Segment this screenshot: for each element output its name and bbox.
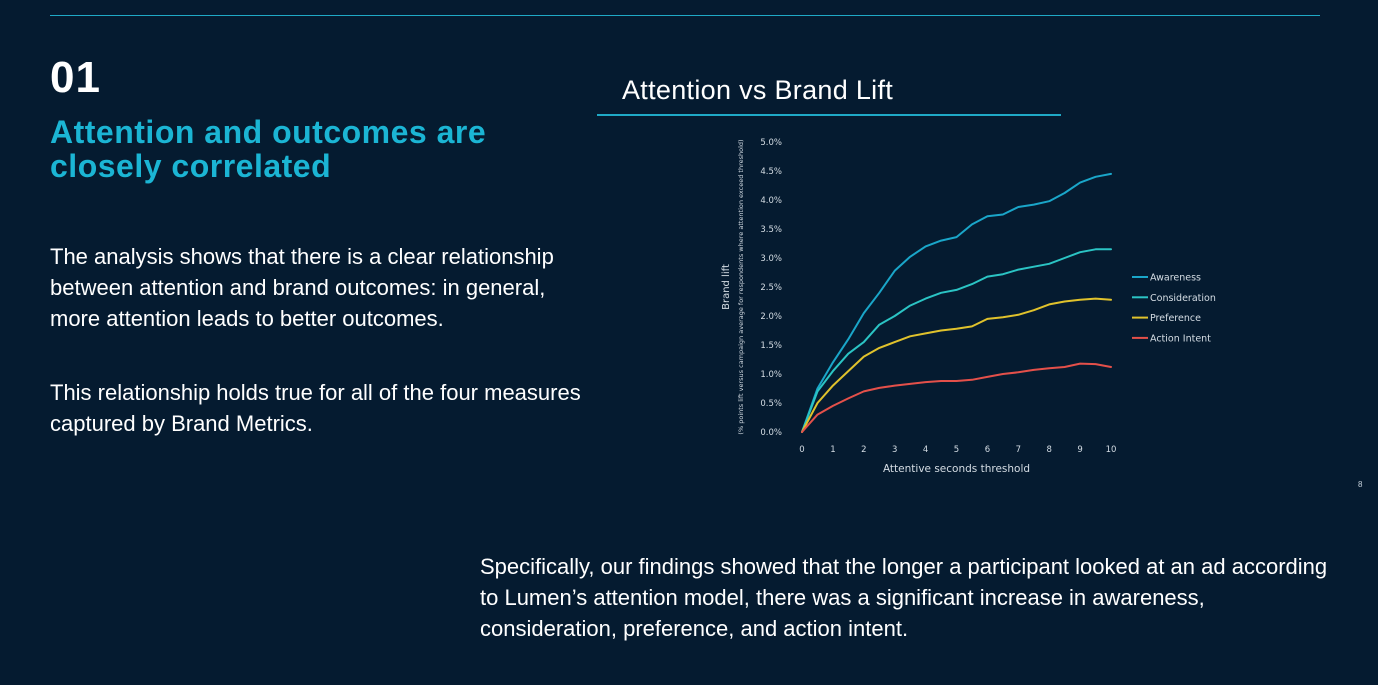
y-tick-label: 4.5%	[760, 167, 782, 177]
y-tick-label: 0.0%	[760, 428, 782, 438]
series-line-action-intent	[801, 362, 1112, 433]
chart-title: Attention vs Brand Lift	[622, 75, 894, 105]
y-axis-sublabel: (% points lift versus campaign average f…	[737, 139, 745, 434]
x-axis-label: Attentive seconds threshold	[883, 463, 1030, 475]
y-tick-label: 2.0%	[760, 312, 782, 322]
y-tick-label: 0.5%	[760, 399, 782, 409]
y-tick-label: 3.5%	[760, 225, 782, 235]
x-tick-label: 8	[1046, 445, 1051, 455]
x-tick-label: 3	[892, 445, 897, 455]
series-line-consideration	[801, 248, 1112, 433]
top-divider	[50, 15, 1320, 16]
legend-label: Consideration	[1150, 293, 1216, 304]
y-tick-label: 1.5%	[760, 341, 782, 351]
x-tick-label: 1	[830, 445, 835, 455]
y-tick-label: 3.0%	[760, 254, 782, 264]
page-number: 8	[1358, 480, 1363, 489]
intro-paragraph: The analysis shows that there is a clear…	[50, 244, 554, 331]
x-tick-label: 4	[923, 445, 928, 455]
x-tick-label: 6	[985, 445, 990, 455]
section-number: 01	[50, 53, 101, 102]
headline: Attention and outcomes are closely corre…	[50, 114, 487, 184]
y-tick-label: 4.0%	[760, 196, 782, 206]
x-tick-label: 5	[954, 445, 959, 455]
x-tick-label: 10	[1106, 445, 1117, 455]
summary-paragraph: Specifically, our findings showed that t…	[480, 554, 1328, 641]
x-tick-label: 2	[861, 445, 866, 455]
brand-lift-chart: 0.0% 0.5% 1.0% 1.5% 2.0% 2.5% 3.0% 3.5% 4.0% 4.5%…	[721, 138, 1216, 475]
y-axis-label: Brand lift	[721, 264, 732, 310]
x-tick-label: 0	[799, 445, 804, 455]
legend-label: Preference	[1150, 313, 1201, 324]
chart-title-underline	[597, 114, 1061, 116]
series-line-awareness	[801, 172, 1112, 433]
legend-label: Action Intent	[1150, 333, 1211, 344]
x-tick-label: 9	[1077, 445, 1082, 455]
legend-label: Awareness	[1150, 273, 1201, 284]
y-tick-label: 5.0%	[760, 138, 782, 148]
y-tick-label: 1.0%	[760, 370, 782, 380]
measures-paragraph: This relationship holds true for all of …	[50, 380, 581, 436]
x-tick-label: 7	[1016, 445, 1021, 455]
series-line-preference	[801, 297, 1112, 433]
y-tick-label: 2.5%	[760, 283, 782, 293]
